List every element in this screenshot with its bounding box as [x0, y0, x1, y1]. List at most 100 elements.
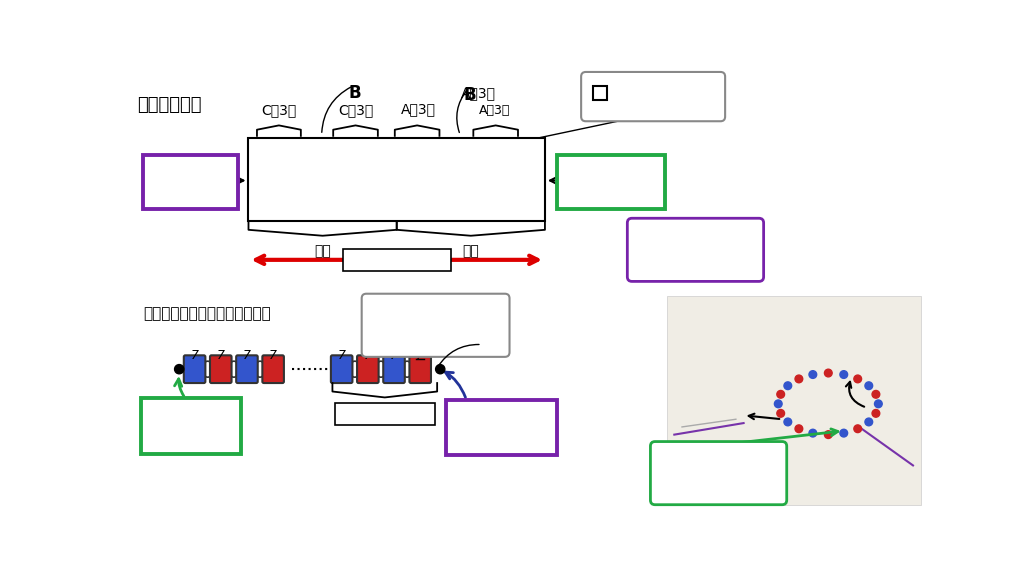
FancyBboxPatch shape: [651, 441, 787, 505]
Ellipse shape: [350, 361, 360, 377]
FancyArrowPatch shape: [322, 87, 351, 133]
Text: （＝通し終わり）: （＝通し終わり）: [467, 432, 534, 447]
Ellipse shape: [365, 169, 384, 192]
Ellipse shape: [475, 169, 494, 192]
Ellipse shape: [427, 169, 444, 192]
Ellipse shape: [505, 169, 524, 192]
FancyBboxPatch shape: [236, 355, 258, 383]
Ellipse shape: [258, 169, 276, 192]
Ellipse shape: [255, 361, 265, 377]
Circle shape: [776, 390, 785, 398]
FancyBboxPatch shape: [357, 355, 378, 383]
Text: （＝編み始め）: （＝編み始め）: [161, 186, 220, 200]
Circle shape: [776, 409, 785, 417]
FancyBboxPatch shape: [210, 355, 232, 383]
Circle shape: [840, 371, 847, 378]
Text: （＝編み終わり）: （＝編み終わり）: [685, 482, 752, 497]
Ellipse shape: [273, 169, 292, 192]
Text: （＝編み始め）: （＝編み始め）: [666, 260, 725, 274]
Bar: [248, 138, 545, 222]
Text: 通し終わり: 通し終わり: [169, 170, 211, 184]
Text: A：3コ: A：3コ: [400, 102, 435, 116]
Ellipse shape: [491, 169, 508, 192]
Text: □が一目です。: □が一目です。: [613, 90, 683, 104]
Bar: [140, 398, 241, 454]
Text: ビーズ７コを: ビーズ７コを: [410, 308, 461, 321]
FancyBboxPatch shape: [262, 355, 284, 383]
Circle shape: [872, 409, 879, 417]
Circle shape: [825, 369, 832, 377]
Bar: [667, 296, 921, 506]
FancyArrowPatch shape: [438, 344, 479, 367]
Bar: [335, 403, 435, 425]
Text: 通し始め: 通し始め: [593, 170, 629, 185]
Text: （＝通し始め）: （＝通し始め）: [162, 430, 220, 445]
FancyBboxPatch shape: [331, 355, 353, 383]
Text: 7: 7: [364, 349, 372, 362]
Circle shape: [436, 364, 444, 374]
Bar: [343, 249, 451, 270]
Text: 【記号図】（編み方を示す図）: 【記号図】（編み方を示す図）: [143, 306, 271, 321]
Text: 一目: 一目: [314, 245, 331, 258]
Circle shape: [854, 425, 862, 433]
Circle shape: [809, 429, 817, 437]
Circle shape: [795, 425, 803, 433]
Text: B: B: [464, 86, 476, 104]
Bar: [558, 155, 665, 209]
Text: 7: 7: [269, 349, 277, 362]
Circle shape: [854, 375, 862, 383]
Circle shape: [795, 375, 803, 383]
Text: ○回繰り返し: ○回繰り返し: [370, 253, 424, 267]
Text: C：3コ: C：3コ: [262, 103, 297, 118]
Circle shape: [865, 382, 872, 390]
Bar: [594, 86, 607, 100]
Text: 通し始め: 通し始め: [700, 461, 736, 476]
Circle shape: [865, 418, 872, 426]
FancyBboxPatch shape: [362, 294, 509, 357]
Text: 《糸通し図》: 《糸通し図》: [137, 96, 202, 114]
Text: C：3コ: C：3コ: [338, 103, 374, 118]
Ellipse shape: [375, 361, 387, 377]
FancyBboxPatch shape: [627, 218, 764, 281]
Text: （＝編み終わり）: （＝編み終わり）: [577, 188, 644, 202]
Circle shape: [784, 382, 792, 390]
FancyBboxPatch shape: [581, 72, 725, 121]
Text: 入れたくさり編み: 入れたくさり編み: [402, 328, 469, 342]
Text: 7: 7: [243, 349, 251, 362]
Text: 通し終わり: 通し終わり: [672, 240, 718, 255]
FancyBboxPatch shape: [409, 355, 431, 383]
Bar: [445, 400, 558, 455]
Polygon shape: [451, 169, 470, 192]
Text: A：3コ: A：3コ: [479, 103, 510, 117]
Ellipse shape: [411, 169, 430, 192]
FancyArrowPatch shape: [457, 90, 467, 133]
Circle shape: [809, 371, 817, 378]
Text: 7: 7: [338, 349, 345, 362]
Circle shape: [825, 430, 832, 439]
Text: 7: 7: [417, 349, 424, 362]
Text: 7: 7: [390, 349, 398, 362]
Ellipse shape: [396, 169, 414, 192]
FancyBboxPatch shape: [184, 355, 205, 383]
Circle shape: [874, 400, 883, 408]
Ellipse shape: [402, 361, 412, 377]
Text: ○回繰り返し: ○回繰り返し: [358, 407, 411, 421]
Text: 編み始め: 編み始め: [484, 416, 519, 430]
Text: 7: 7: [191, 349, 199, 362]
Ellipse shape: [202, 361, 213, 377]
Ellipse shape: [229, 361, 239, 377]
Circle shape: [840, 429, 847, 437]
Ellipse shape: [289, 169, 307, 192]
Ellipse shape: [350, 169, 368, 192]
Bar: [143, 155, 238, 209]
Polygon shape: [311, 169, 332, 192]
Ellipse shape: [334, 169, 353, 192]
Text: A：3コ: A：3コ: [461, 86, 496, 100]
Text: B: B: [348, 84, 361, 102]
Circle shape: [174, 364, 184, 374]
Text: 編み終わり: 編み終わり: [169, 414, 212, 429]
FancyBboxPatch shape: [384, 355, 405, 383]
Text: 一目: 一目: [463, 245, 479, 258]
Circle shape: [774, 400, 783, 408]
Circle shape: [872, 390, 879, 398]
